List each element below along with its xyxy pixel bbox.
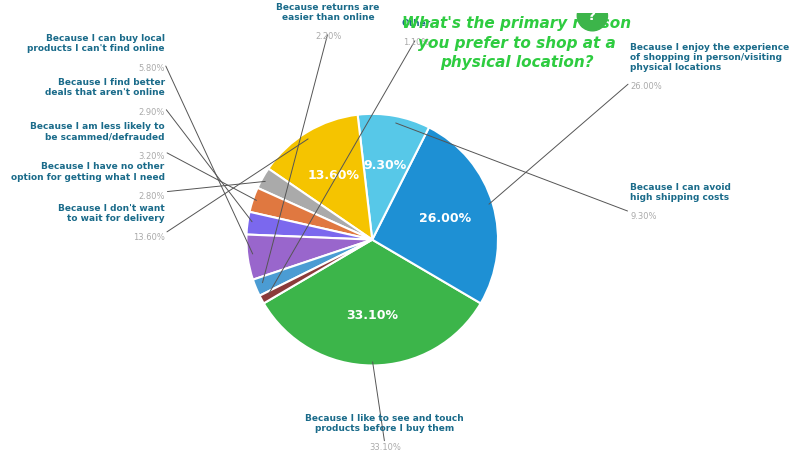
- Circle shape: [578, 0, 607, 31]
- Wedge shape: [259, 240, 372, 303]
- Wedge shape: [372, 127, 498, 303]
- Text: 9.30%: 9.30%: [630, 212, 657, 221]
- Text: Because I can buy local
products I can't find online: Because I can buy local products I can't…: [27, 34, 165, 54]
- Wedge shape: [358, 114, 429, 240]
- Text: Because I can avoid
high shipping costs: Because I can avoid high shipping costs: [630, 183, 731, 202]
- Text: 2.90%: 2.90%: [138, 108, 165, 117]
- Text: Because I don't want
to wait for delivery: Because I don't want to wait for deliver…: [58, 204, 165, 223]
- Text: 13.60%: 13.60%: [133, 234, 165, 243]
- Text: What's the primary reason
you prefer to shop at a
physical location?: What's the primary reason you prefer to …: [402, 16, 631, 70]
- Text: Other: Other: [402, 19, 431, 28]
- Wedge shape: [253, 240, 372, 296]
- Text: 33.10%: 33.10%: [369, 443, 401, 450]
- Text: ?: ?: [588, 9, 597, 23]
- Text: 3.20%: 3.20%: [138, 152, 165, 161]
- Text: 2.20%: 2.20%: [315, 32, 342, 41]
- Text: 26.00%: 26.00%: [630, 82, 662, 91]
- Text: Because returns are
easier than online: Because returns are easier than online: [277, 3, 380, 22]
- Wedge shape: [246, 234, 372, 279]
- Text: Because I am less likely to
be scammed/defrauded: Because I am less likely to be scammed/d…: [30, 122, 165, 142]
- Wedge shape: [250, 188, 372, 240]
- Text: Because I have no other
option for getting what I need: Because I have no other option for getti…: [10, 162, 165, 182]
- Wedge shape: [246, 212, 372, 240]
- Text: Because I find better
deals that aren't online: Because I find better deals that aren't …: [45, 78, 165, 98]
- Wedge shape: [264, 240, 481, 365]
- Text: 5.80%: 5.80%: [138, 63, 165, 72]
- Wedge shape: [268, 115, 372, 240]
- Text: Because I enjoy the experience
of shopping in person/visiting
physical locations: Because I enjoy the experience of shoppi…: [630, 43, 790, 72]
- Text: 13.60%: 13.60%: [307, 169, 359, 181]
- Wedge shape: [258, 169, 372, 240]
- Text: 9.30%: 9.30%: [364, 159, 407, 172]
- Text: 2.80%: 2.80%: [138, 192, 165, 201]
- Text: 33.10%: 33.10%: [346, 309, 398, 322]
- Text: Because I like to see and touch
products before I buy them: Because I like to see and touch products…: [306, 414, 464, 433]
- Text: 26.00%: 26.00%: [418, 212, 470, 225]
- Text: 1.10%: 1.10%: [403, 38, 430, 47]
